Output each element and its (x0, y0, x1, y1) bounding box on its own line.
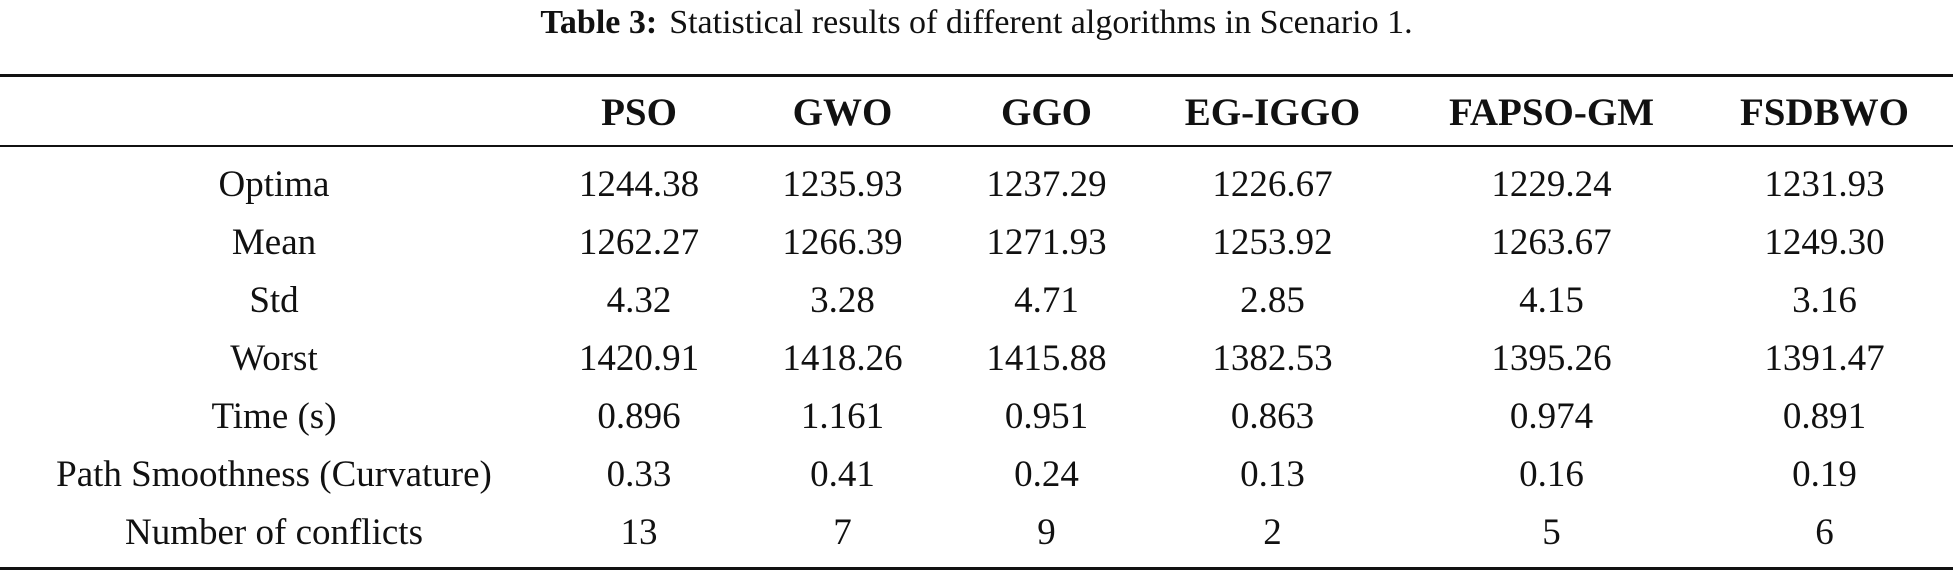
table-cell: 4.71 (1014, 279, 1079, 321)
table-cell: 1226.67 (1212, 163, 1333, 205)
table-cell: 1262.27 (578, 221, 700, 263)
table-cell: 5 (1542, 511, 1561, 553)
table-row: Worst 1420.91 1418.26 1415.88 1382.53 13… (0, 329, 1953, 387)
table-cell: 1420.91 (578, 337, 700, 379)
table-caption-text: Statistical results of different algorit… (669, 4, 1413, 41)
table-cell: 1244.38 (578, 163, 700, 205)
table-cell: 0.863 (1230, 395, 1315, 437)
table-cell: 0.13 (1240, 453, 1305, 495)
table-cell: 1395.26 (1491, 337, 1612, 379)
table-header-rule (0, 145, 1953, 147)
row-label: Time (s) (211, 395, 337, 437)
table-row: Optima 1244.38 1235.93 1237.29 1226.67 1… (0, 147, 1953, 213)
table-cell: 3.28 (810, 279, 875, 321)
table-cell: 1382.53 (1212, 337, 1333, 379)
row-label: Optima (218, 163, 330, 205)
column-header: GWO (792, 91, 893, 134)
table-cell: 0.19 (1792, 453, 1857, 495)
table-row: Mean 1262.27 1266.39 1271.93 1253.92 126… (0, 213, 1953, 271)
table-cell: 4.32 (606, 279, 672, 321)
table-caption-label: Table 3: (540, 4, 658, 41)
table-cell: 9 (1037, 511, 1056, 553)
table-cell: 3.16 (1792, 279, 1857, 321)
header-corner-cell (0, 76, 548, 147)
table-header-row: PSO GWO GGO EG-IGGO FAPSO-GM FSDBWO (0, 76, 1953, 147)
row-label: Path Smoothness (Curvature) (56, 453, 492, 495)
table-row: Std 4.32 3.28 4.71 2.85 4.15 3.16 (0, 271, 1953, 329)
table-cell: 1229.24 (1491, 163, 1612, 205)
row-label: Worst (230, 337, 318, 379)
table-cell: 1415.88 (986, 337, 1107, 379)
table-cell: 7 (833, 511, 852, 553)
table-cell: 1391.47 (1764, 337, 1885, 379)
table-cell: 0.891 (1782, 395, 1867, 437)
table-cell: 1263.67 (1491, 221, 1612, 263)
table-cell: 0.24 (1014, 453, 1079, 495)
row-label: Mean (231, 221, 317, 263)
table-cell: 1231.93 (1764, 163, 1885, 205)
table-bottom-rule (0, 567, 1953, 570)
column-header: PSO (601, 91, 677, 134)
table-cell: 1266.39 (782, 221, 903, 263)
column-header: GGO (1000, 91, 1092, 134)
table-cell: 1237.29 (986, 163, 1107, 205)
row-label: Number of conflicts (125, 511, 423, 553)
table-caption: Table 3: Statistical results of different… (0, 0, 1953, 46)
table-row: Time (s) 0.896 1.161 0.951 0.863 0.974 0… (0, 387, 1953, 445)
table-cell: 0.41 (810, 453, 875, 495)
table-cell: 13 (620, 511, 658, 553)
table-cell: 2 (1263, 511, 1282, 553)
table-cell: 2.85 (1240, 279, 1305, 321)
table-cell: 1235.93 (782, 163, 903, 205)
table-cell: 1418.26 (782, 337, 903, 379)
table-cell: 1253.92 (1212, 221, 1333, 263)
table-cell: 0.974 (1509, 395, 1594, 437)
table-cell: 0.16 (1519, 453, 1584, 495)
table-cell: 0.951 (1004, 395, 1089, 437)
column-header: EG-IGGO (1184, 91, 1361, 134)
table-cell: 0.896 (597, 395, 681, 437)
table-row: Path Smoothness (Curvature) 0.33 0.41 0.… (0, 445, 1953, 503)
table-cell: 6 (1815, 511, 1834, 553)
table-cell: 0.33 (606, 453, 672, 495)
table-cell: 4.15 (1519, 279, 1584, 321)
row-label: Std (249, 279, 299, 321)
table-cell: 1271.93 (986, 221, 1107, 263)
table-cell: 1.161 (800, 395, 885, 437)
table-top-rule (0, 74, 1953, 77)
results-table: PSO GWO GGO EG-IGGO FAPSO-GM FSDBWO Opti… (0, 76, 1953, 561)
column-header: FAPSO-GM (1448, 91, 1655, 134)
table-cell: 1249.30 (1764, 221, 1885, 263)
column-header: FSDBWO (1739, 91, 1910, 134)
table-row: Number of conflicts 13 7 9 2 5 6 (0, 503, 1953, 561)
